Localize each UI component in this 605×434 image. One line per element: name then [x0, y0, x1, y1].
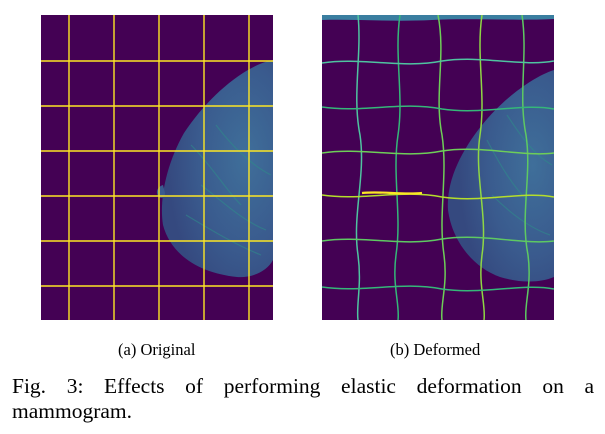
- deformed-image-panel: [322, 15, 554, 320]
- original-mammogram-image: [41, 15, 273, 320]
- tissue-texture: [185, 124, 272, 256]
- figure-caption: Fig. 3: Effects of performing elastic de…: [12, 374, 594, 423]
- regular-grid-lines: [41, 15, 273, 320]
- subcaption-deformed: (b) Deformed: [390, 340, 481, 359]
- original-image-panel: [41, 15, 273, 320]
- subcaption-original: (a) Original: [118, 340, 196, 359]
- deformed-breast-tissue-region: [447, 70, 554, 282]
- deformed-grid-lines: [322, 15, 554, 320]
- breast-tissue-region: [161, 60, 273, 278]
- deformed-mammogram-image: [322, 15, 554, 320]
- bright-grid-highlight: [361, 191, 423, 195]
